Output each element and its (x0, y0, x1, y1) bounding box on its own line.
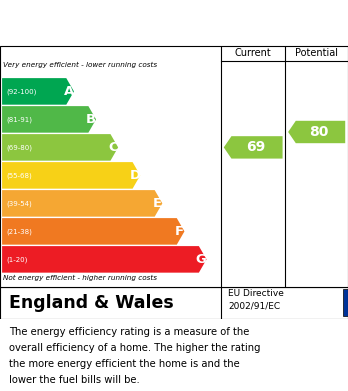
Polygon shape (2, 190, 162, 217)
Text: Not energy efficient - higher running costs: Not energy efficient - higher running co… (3, 274, 158, 281)
Text: 80: 80 (309, 125, 329, 139)
Text: Potential: Potential (295, 48, 338, 58)
Polygon shape (2, 78, 74, 105)
Text: 69: 69 (246, 140, 265, 154)
Text: EU Directive
2002/91/EC: EU Directive 2002/91/EC (228, 289, 284, 311)
Text: G: G (196, 253, 207, 266)
Text: England & Wales: England & Wales (9, 294, 173, 312)
Bar (343, 289, 348, 316)
Text: Current: Current (235, 48, 271, 58)
Polygon shape (2, 246, 207, 273)
Text: (69-80): (69-80) (6, 144, 32, 151)
Text: Very energy efficient - lower running costs: Very energy efficient - lower running co… (3, 62, 158, 68)
Text: (92-100): (92-100) (6, 88, 37, 95)
Text: Energy Efficiency Rating: Energy Efficiency Rating (9, 15, 249, 33)
Text: E: E (152, 197, 161, 210)
Text: lower the fuel bills will be.: lower the fuel bills will be. (9, 375, 140, 385)
Polygon shape (2, 134, 118, 161)
Polygon shape (2, 218, 184, 245)
Text: (55-68): (55-68) (6, 172, 32, 179)
Text: A: A (63, 85, 74, 98)
Polygon shape (288, 121, 345, 143)
Text: The energy efficiency rating is a measure of the: The energy efficiency rating is a measur… (9, 327, 249, 337)
Text: D: D (129, 169, 141, 182)
Text: (1-20): (1-20) (6, 256, 27, 263)
Text: overall efficiency of a home. The higher the rating: overall efficiency of a home. The higher… (9, 343, 260, 353)
Polygon shape (224, 136, 283, 159)
Text: F: F (174, 225, 184, 238)
Polygon shape (2, 162, 140, 189)
Polygon shape (2, 106, 96, 133)
Text: (21-38): (21-38) (6, 228, 32, 235)
Text: (81-91): (81-91) (6, 116, 32, 123)
Text: B: B (86, 113, 96, 126)
Text: C: C (108, 141, 118, 154)
Text: (39-54): (39-54) (6, 200, 32, 206)
Text: the more energy efficient the home is and the: the more energy efficient the home is an… (9, 359, 239, 369)
